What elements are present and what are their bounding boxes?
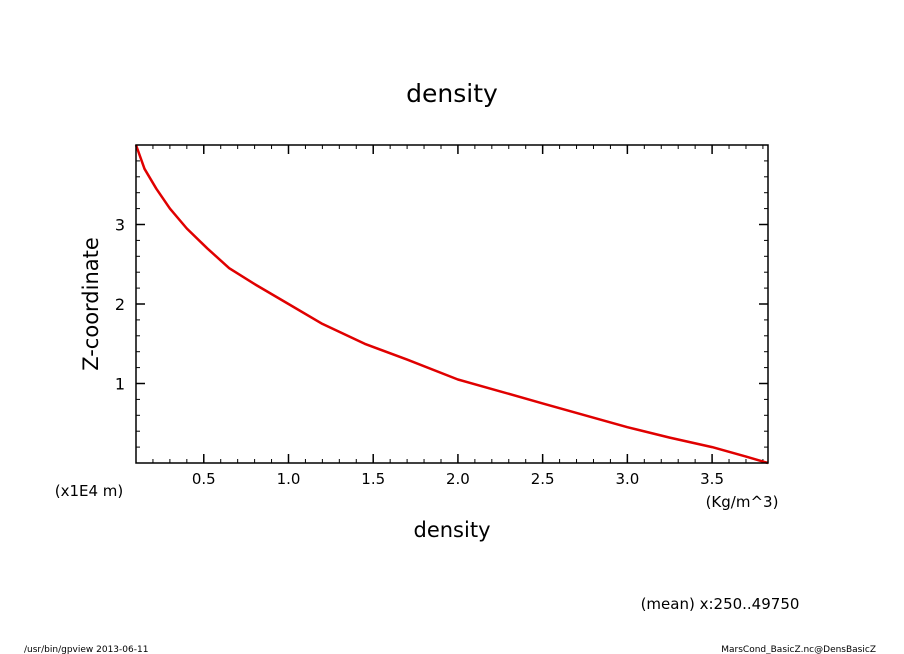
x-tick-label: 0.5 bbox=[192, 470, 216, 488]
x-tick-label: 3.0 bbox=[615, 470, 639, 488]
x-tick-label: 2.5 bbox=[531, 470, 555, 488]
y-axis-tick-labels: 1 2 3 bbox=[115, 216, 125, 394]
footer-left: /usr/bin/gpview 2013-06-11 bbox=[24, 645, 148, 654]
y-axis-unit: (x1E4 m) bbox=[55, 482, 124, 500]
series-line-0 bbox=[134, 144, 769, 465]
x-axis-ticks bbox=[152, 145, 764, 463]
y-tick-label: 1 bbox=[115, 375, 125, 394]
chart-title: density bbox=[406, 79, 498, 108]
x-axis-unit: (Kg/m^3) bbox=[706, 493, 779, 511]
y-axis-ticks bbox=[136, 160, 768, 448]
x-axis-label: density bbox=[414, 518, 491, 542]
mean-note: (mean) x:250..49750 bbox=[641, 595, 800, 613]
x-axis-tick-labels: 0.5 1.0 1.5 2.0 2.5 3.0 3.5 bbox=[192, 470, 724, 488]
x-tick-label: 1.5 bbox=[361, 470, 385, 488]
y-tick-label: 3 bbox=[115, 216, 125, 235]
x-tick-label: 2.0 bbox=[446, 470, 470, 488]
x-tick-label: 1.0 bbox=[277, 470, 301, 488]
y-tick-label: 2 bbox=[115, 295, 125, 314]
plot-frame bbox=[135, 144, 769, 464]
series-layer bbox=[134, 144, 769, 465]
y-axis-label: Z-coordinate bbox=[79, 237, 103, 371]
x-tick-label: 3.5 bbox=[700, 470, 724, 488]
footer-right: MarsCond_BasicZ.nc@DensBasicZ bbox=[721, 645, 876, 654]
